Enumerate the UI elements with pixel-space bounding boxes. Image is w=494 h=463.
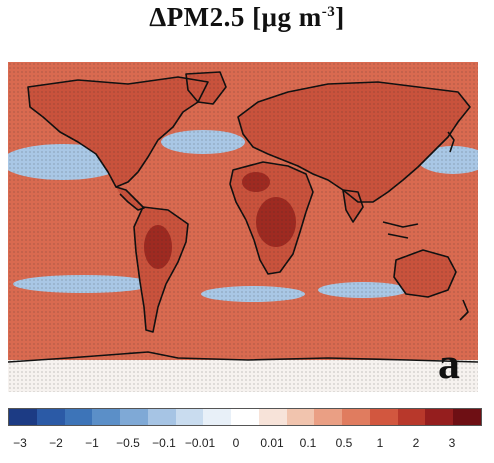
colorbar-swatch <box>258 409 287 425</box>
colorbar-swatch <box>369 409 398 425</box>
colorbar-tick-label: 0.1 <box>299 436 317 450</box>
colorbar <box>8 408 482 426</box>
colorbar-swatch <box>120 409 148 425</box>
world-map-panel <box>1 62 488 392</box>
colorbar-swatch <box>92 409 121 425</box>
title-superscript: -3 <box>321 4 336 20</box>
colorbar-tick-labels: −3 −2 −1 −0.5 −0.1 −0.01 0 0.01 0.1 0.5 1 2 3 <box>0 436 494 456</box>
new-zealand-coastline <box>459 299 469 321</box>
india-coastline <box>342 189 364 223</box>
colorbar-swatch <box>203 409 232 425</box>
indonesia-coastline <box>382 221 419 239</box>
significance-stippling <box>8 62 478 392</box>
colorbar-tick-label: 1 <box>376 436 384 450</box>
colorbar-tick-label: −1 <box>85 436 99 450</box>
colorbar-tick-label: 0 <box>232 436 240 450</box>
world-map <box>1 62 488 392</box>
colorbar-swatch <box>64 409 93 425</box>
south-america-coastline <box>133 206 189 333</box>
colorbar-swatch <box>425 409 454 425</box>
antarctica-coastline <box>7 351 479 363</box>
colorbar-tick-label: −0.01 <box>184 436 216 450</box>
colorbar-tick-label: 3 <box>448 436 456 450</box>
colorbar-tick-label: −2 <box>49 436 63 450</box>
colorbar-tick-label: 2 <box>412 436 420 450</box>
colorbar-swatch <box>342 409 370 425</box>
colorbar-swatch <box>231 409 259 425</box>
map-title: ΔPM2.5 [μg m-3] <box>0 2 494 33</box>
title-suffix: ] <box>335 2 345 32</box>
colorbar-swatch <box>314 409 343 425</box>
title-prefix: ΔPM2.5 [μg m <box>149 2 322 32</box>
colorbar-swatch <box>147 409 176 425</box>
japan-coastline <box>447 131 455 153</box>
colorbar-tick-label: −0.5 <box>116 436 140 450</box>
eurasia-coastline <box>237 81 471 203</box>
australia-coastline <box>393 249 457 298</box>
colorbar-swatch <box>36 409 65 425</box>
central-america-coastline <box>115 186 145 211</box>
panel-label: a <box>438 339 460 388</box>
colorbar-swatch <box>9 409 37 425</box>
colorbar-tick-label: 0.5 <box>335 436 353 450</box>
colorbar-tick-label: 0.01 <box>260 436 284 450</box>
colorbar-swatch <box>453 409 482 425</box>
north-america-coastline <box>27 76 209 188</box>
africa-coastline <box>229 161 314 275</box>
colorbar-swatch <box>397 409 426 425</box>
colorbar-tick-label: −0.1 <box>152 436 176 450</box>
colorbar-tick-label: −3 <box>13 436 27 450</box>
colorbar-swatch <box>175 409 204 425</box>
coastlines <box>7 71 479 363</box>
colorbar-swatch <box>286 409 315 425</box>
greenland-coastline <box>185 71 227 105</box>
